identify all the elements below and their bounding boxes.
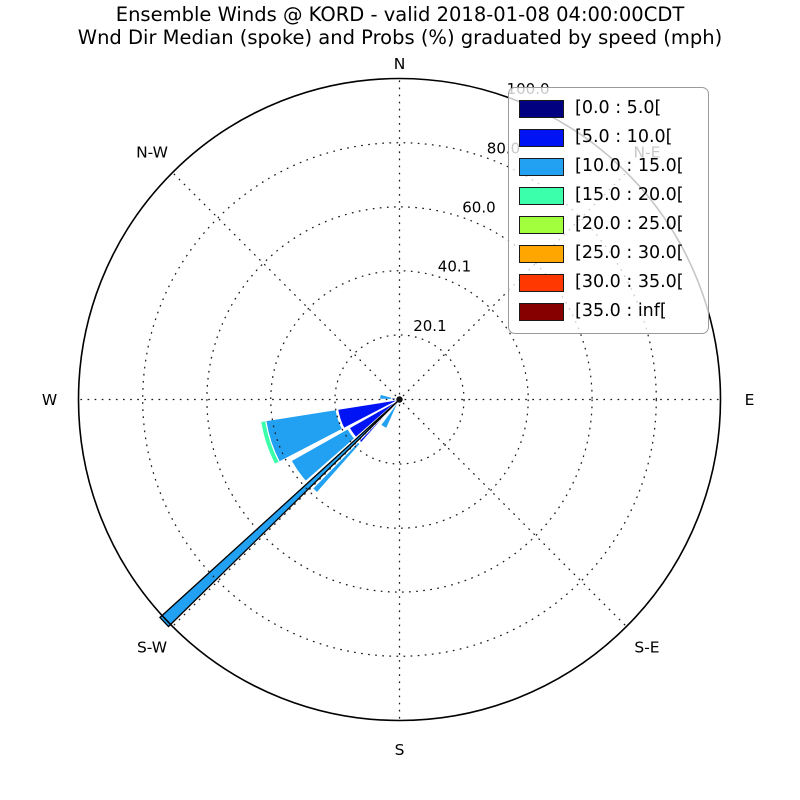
wind-probability-wedge-ssw [379,399,401,430]
grid-spoke [172,172,397,397]
median-direction-spoke [159,399,400,628]
chart-subtitle: Wnd Dir Median (spoke) and Probs (%) gra… [77,26,723,49]
legend-label: [5.0 : 10.0[ [575,127,673,148]
wind-probability-wedge-w [379,393,393,400]
legend-row: [10.0 : 15.0[ [519,154,698,180]
legend-row: [35.0 : inf[ [519,299,698,325]
legend-row: [0.0 : 5.0[ [519,96,698,122]
legend-label: [0.0 : 5.0[ [575,98,662,119]
wind-probability-wedge-wsw [337,398,400,430]
legend-row: [15.0 : 20.0[ [519,183,698,209]
radial-tick-label: 20.1 [413,317,446,335]
grid-ring [334,334,465,465]
legend-label: [30.0 : 35.0[ [575,272,684,293]
legend-label: [25.0 : 30.0[ [575,243,684,264]
legend-box: [0.0 : 5.0[ [5.0 : 10.0[ [10.0 : 15.0[ [15.… [508,87,709,334]
compass-label-se: S-E [634,638,659,656]
radial-tick-label: 60.0 [462,199,495,217]
center-dot [396,396,403,403]
legend-row: [20.0 : 25.0[ [519,212,698,238]
legend-swatch-icon [519,245,564,263]
grid-ring [270,270,529,529]
legend-swatch-icon [519,129,564,147]
radial-tick-label: 40.1 [438,258,471,276]
legend-swatch-icon [519,303,564,321]
legend-label: [35.0 : inf[ [575,301,667,322]
compass-label-e: E [745,391,755,409]
compass-label-nw: N-W [136,144,168,162]
legend-swatch-icon [519,100,564,118]
legend-label: [20.0 : 25.0[ [575,214,684,235]
legend-swatch-icon [519,187,564,205]
legend-row: [5.0 : 10.0[ [519,125,698,151]
legend-swatch-icon [519,216,564,234]
grid-spoke [402,402,627,627]
chart-title: Ensemble Winds @ KORD - valid 2018-01-08… [115,3,685,26]
legend-row: [25.0 : 30.0[ [519,241,698,267]
compass-label-w: W [42,391,57,409]
compass-label-n: N [394,55,406,73]
legend-swatch-icon [519,158,564,176]
grid-spoke [172,402,397,627]
compass-label-sw: S-W [137,638,167,656]
legend-label: [15.0 : 20.0[ [575,185,684,206]
legend-swatch-icon [519,274,564,292]
wind-probability-wedge-wsw [260,420,281,466]
legend-label: [10.0 : 15.0[ [575,156,684,177]
grid-ring [206,206,593,593]
compass-label-s: S [395,741,405,759]
outer-circle [77,77,722,722]
grid-ring [142,142,657,657]
legend-row: [30.0 : 35.0[ [519,270,698,296]
